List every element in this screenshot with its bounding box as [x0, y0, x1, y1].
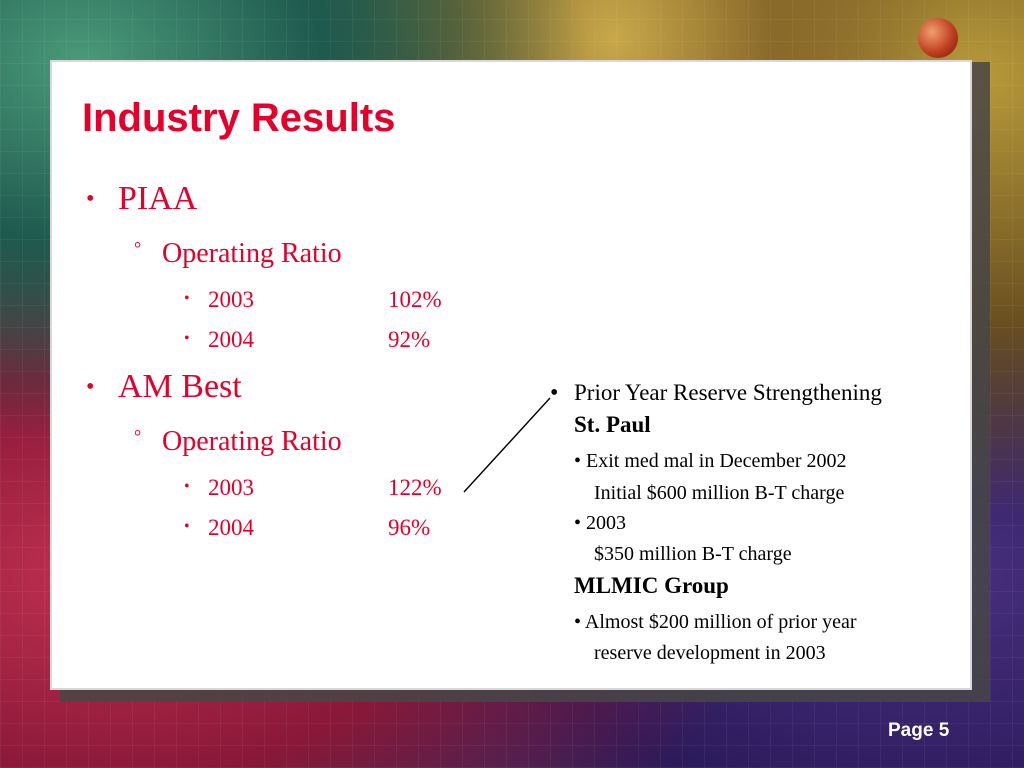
bullet-dot: •: [184, 478, 190, 495]
sub-heading: Operating Ratio: [162, 238, 342, 269]
note-bullet-dot: •: [550, 380, 559, 406]
bullet-dot: •: [184, 330, 190, 347]
ratio-year: 2004: [208, 515, 254, 540]
slide-title: Industry Results: [82, 96, 396, 140]
decorative-orb: [918, 18, 958, 58]
note-item: • Exit med mal in December 2002: [574, 450, 847, 473]
bullet-dot: •: [184, 290, 190, 307]
ratio-value: 92%: [388, 327, 431, 352]
note-item-text: 2003: [586, 512, 627, 534]
note-bullet-dot: •: [574, 450, 582, 472]
bullet-dot: •: [86, 186, 95, 212]
slide-panel: Industry Results • PIAA ° Operating Rati…: [50, 60, 972, 690]
bullet-circle: °: [134, 426, 142, 446]
page-number: Page 5: [888, 720, 950, 741]
note-item-detail: $350 million B-T charge: [594, 543, 792, 565]
note-group-mlmic: MLMIC Group: [574, 573, 729, 598]
bullet-dot: •: [86, 374, 95, 400]
note-bullet-dot: •: [574, 512, 582, 534]
note-group-st-paul: St. Paul: [574, 412, 651, 437]
note-header: Prior Year Reserve Strengthening: [574, 380, 882, 405]
section-heading: AM Best: [118, 368, 242, 405]
note-item: • 2003: [574, 512, 626, 535]
note-item-detail: Initial $600 million B-T charge: [594, 482, 845, 504]
note-item-text: Almost $200 million of prior year: [584, 611, 857, 633]
note-bullet-dot: •: [574, 611, 582, 633]
section-heading: PIAA: [118, 180, 198, 217]
ratio-value: 102%: [388, 287, 442, 312]
ratio-value: 96%: [388, 515, 431, 540]
ratio-year: 2004: [208, 327, 254, 352]
bullet-circle: °: [134, 238, 142, 258]
bullet-dot: •: [184, 518, 190, 535]
sub-heading: Operating Ratio: [162, 426, 342, 457]
ratio-year: 2003: [208, 287, 254, 312]
note-item-detail: reserve development in 2003: [594, 642, 826, 664]
ratio-year: 2003: [208, 475, 254, 500]
note-item-text: Exit med mal in December 2002: [586, 450, 847, 472]
ratio-value: 122%: [388, 475, 442, 500]
note-item: • Almost $200 million of prior year: [574, 611, 857, 634]
connector-line: [463, 397, 551, 493]
